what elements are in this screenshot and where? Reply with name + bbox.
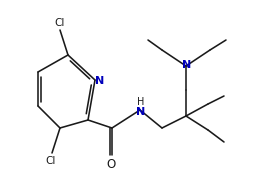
Text: N: N: [182, 60, 192, 70]
Text: Cl: Cl: [46, 156, 56, 166]
Text: Cl: Cl: [55, 18, 65, 28]
Text: H: H: [137, 97, 145, 107]
Text: O: O: [106, 158, 116, 171]
Text: N: N: [95, 76, 105, 86]
Text: N: N: [136, 107, 146, 117]
